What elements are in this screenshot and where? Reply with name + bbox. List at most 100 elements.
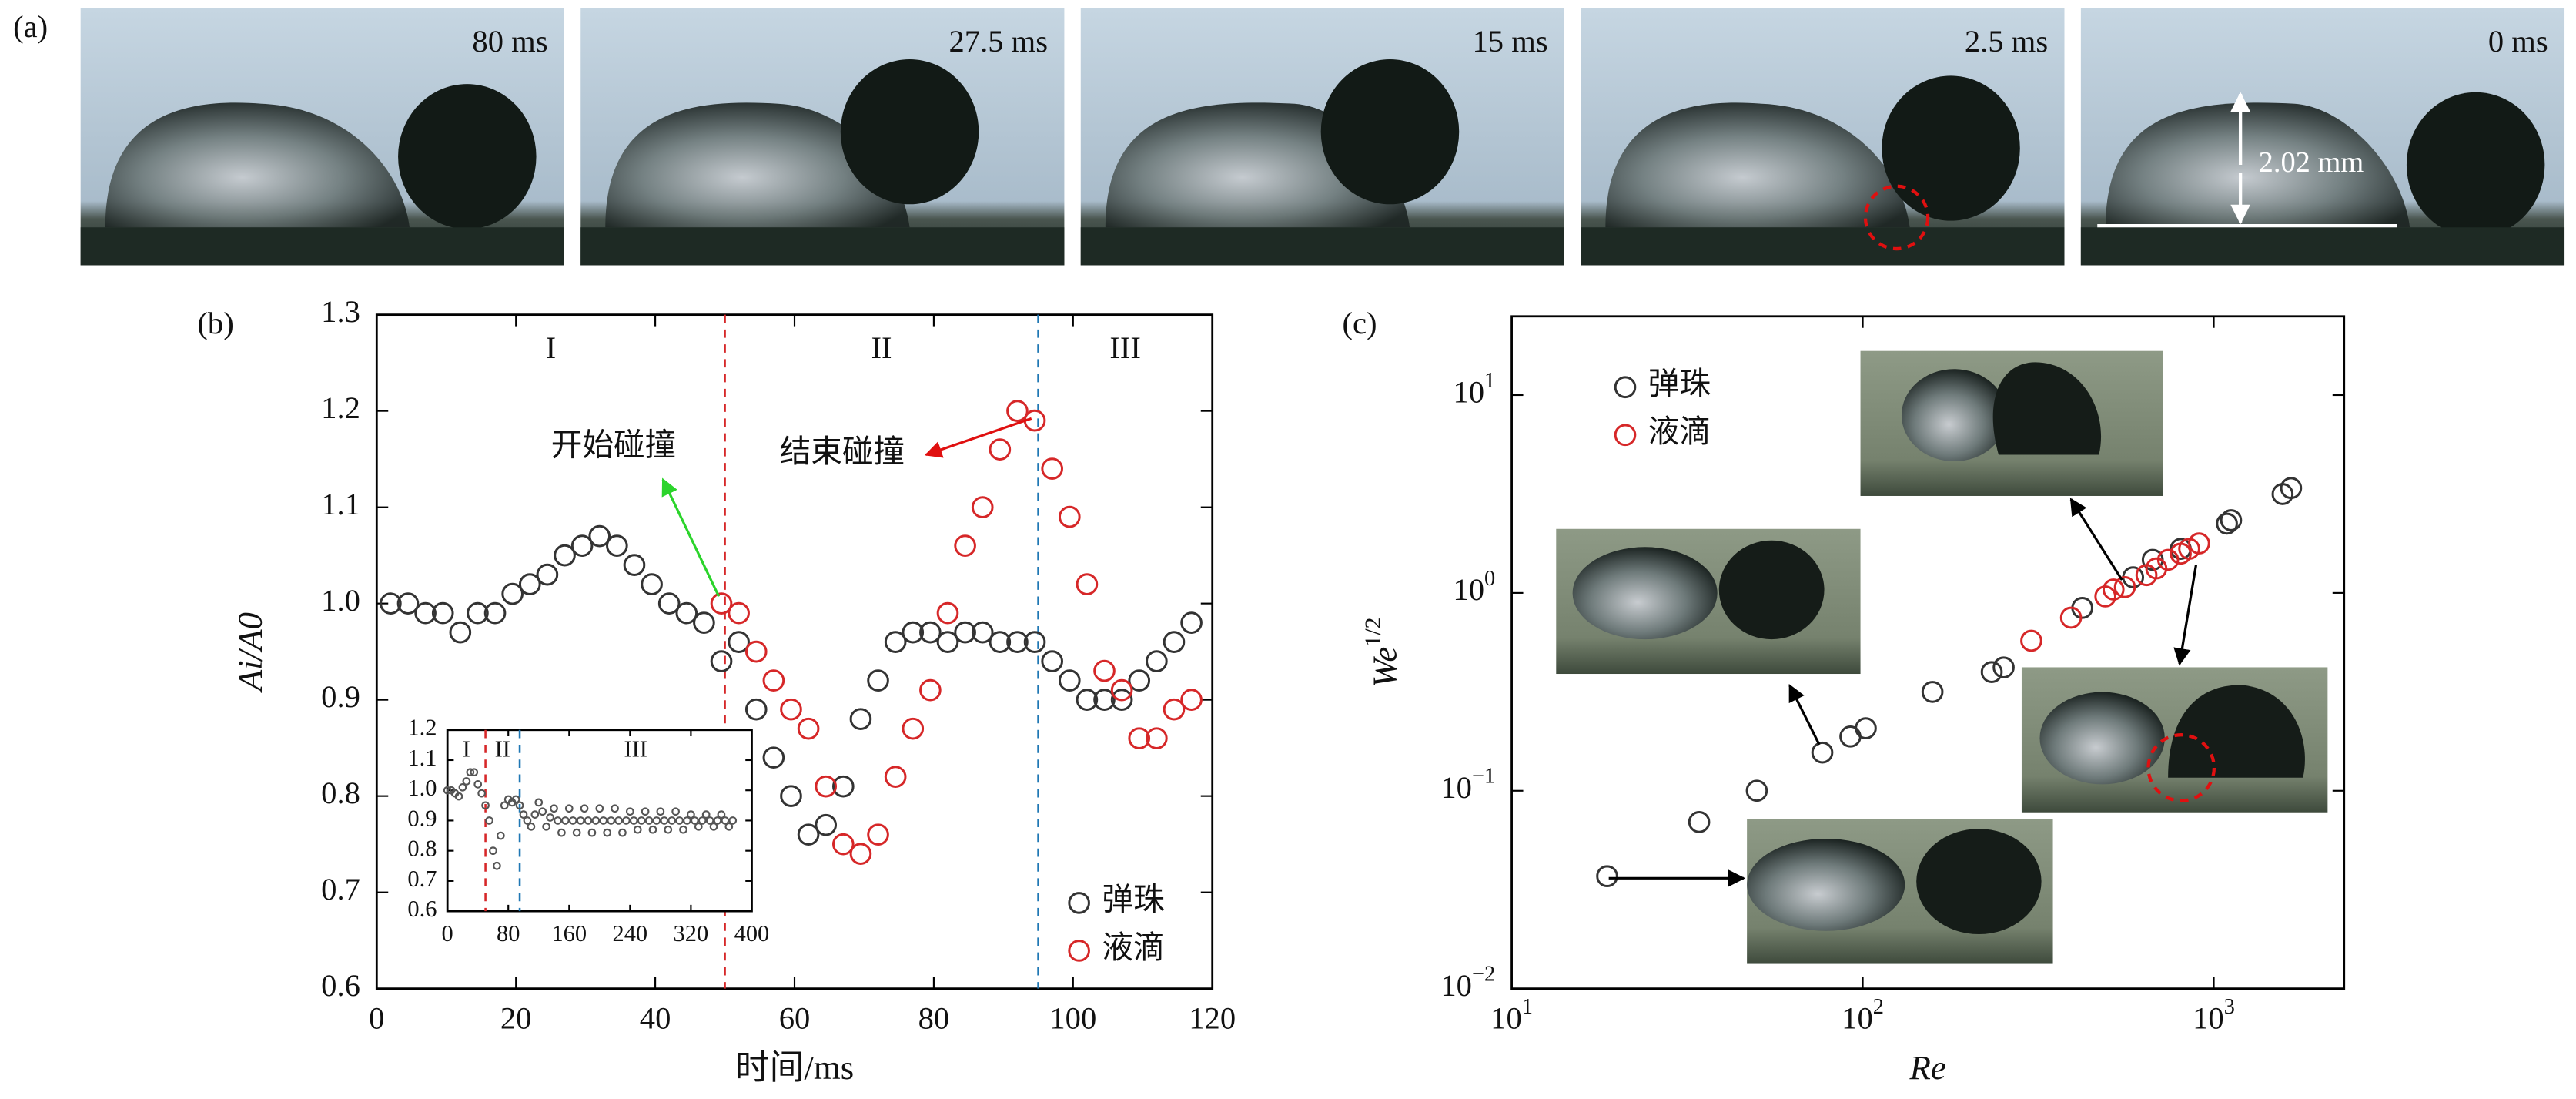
- data-point: [832, 833, 855, 856]
- data-point: [1058, 505, 1081, 528]
- x-tick-label: 160: [551, 920, 587, 947]
- legend-marker: [1614, 376, 1637, 399]
- data-point: [936, 631, 959, 653]
- data-point: [588, 524, 611, 548]
- data-point: [701, 810, 711, 819]
- floor: [1581, 227, 2065, 266]
- data-point: [607, 816, 615, 825]
- data-point: [1023, 631, 1046, 653]
- data-point: [603, 828, 612, 837]
- legend-label: 液滴: [1648, 414, 1711, 449]
- data-point: [693, 611, 715, 634]
- data-point: [1041, 457, 1063, 480]
- legend-marker: [1068, 892, 1090, 914]
- data-point: [724, 822, 734, 831]
- x-tick-label: 102: [1842, 995, 1884, 1036]
- y-tick-label: 1.2: [321, 390, 360, 425]
- data-point: [633, 825, 642, 834]
- data-point: [971, 496, 994, 518]
- data-point: [473, 780, 483, 789]
- data-point: [570, 534, 594, 557]
- panel-label: (c): [1343, 306, 1377, 340]
- x-tick-label: 120: [1189, 1001, 1236, 1036]
- x-tick-label: 400: [734, 920, 770, 947]
- arrow: [1788, 683, 1821, 746]
- y-tick-label: 101: [1453, 368, 1495, 409]
- region-label: II: [871, 330, 892, 365]
- y-tick-label: 1.1: [321, 487, 360, 521]
- data-point: [542, 822, 550, 831]
- droplet: [2105, 102, 2410, 228]
- arrow: [2173, 565, 2198, 666]
- data-point: [443, 786, 452, 795]
- data-point: [515, 801, 524, 810]
- data-point: [832, 775, 855, 798]
- data-point: [1980, 661, 2003, 684]
- droplet: [1605, 102, 1910, 228]
- data-point: [467, 601, 489, 625]
- data-point: [606, 534, 628, 557]
- data-point: [710, 650, 733, 672]
- legend-marker: [1614, 424, 1637, 447]
- data-point: [470, 768, 479, 777]
- data-point: [698, 816, 707, 825]
- data-point: [611, 804, 619, 813]
- data-point: [717, 810, 726, 819]
- data-point: [518, 573, 541, 595]
- data-point: [1992, 656, 2015, 679]
- data-point: [584, 816, 593, 825]
- data-point: [867, 823, 889, 846]
- frame-time: 27.5 ms: [949, 24, 1049, 59]
- panel-label: (b): [197, 306, 233, 340]
- data-point: [694, 822, 703, 831]
- droplet: [1747, 838, 1905, 931]
- floor: [1080, 227, 1564, 266]
- data-point: [414, 601, 437, 625]
- data-point: [797, 717, 820, 740]
- data-point: [1093, 689, 1116, 711]
- y-tick-label: 1.0: [321, 583, 360, 618]
- y-axis-label: We1/2: [1360, 617, 1403, 687]
- data-point: [625, 807, 634, 816]
- x-tick-label: 80: [918, 1001, 950, 1036]
- data-point: [554, 816, 562, 825]
- x-tick-label: 100: [1049, 1001, 1096, 1036]
- data-point: [641, 573, 663, 595]
- y-axis-label-sup: 1/2: [1360, 617, 1386, 646]
- tick-exponent: −2: [1472, 962, 1495, 986]
- marble: [1882, 75, 2020, 221]
- data-point: [431, 601, 454, 625]
- data-point: [1128, 669, 1151, 692]
- data-point: [614, 816, 623, 825]
- data-point: [2156, 548, 2180, 571]
- data-point: [1146, 650, 1168, 672]
- tick-exponent: 0: [1484, 566, 1495, 590]
- data-point: [671, 807, 680, 816]
- y-tick-label: 0.6: [407, 896, 437, 922]
- data-point: [623, 554, 646, 576]
- data-point: [2059, 606, 2083, 629]
- y-tick-label: 0.8: [407, 836, 437, 862]
- data-point: [1006, 400, 1029, 422]
- y-tick-label: 10−1: [1440, 764, 1495, 805]
- data-point: [867, 669, 889, 692]
- data-point: [462, 777, 471, 786]
- droplet: [1901, 369, 2007, 462]
- data-point: [449, 621, 472, 644]
- marble: [1718, 540, 1825, 640]
- droplet: [1572, 547, 1718, 640]
- tick-exponent: −1: [1472, 764, 1495, 788]
- data-point: [762, 669, 785, 692]
- x-tick-label: 0: [442, 920, 453, 947]
- data-point: [576, 816, 585, 825]
- data-point: [511, 795, 520, 804]
- data-point: [458, 782, 467, 792]
- data-point: [656, 807, 665, 816]
- data-point: [534, 798, 544, 807]
- y-tick-label: 0.6: [321, 968, 360, 1003]
- data-point: [530, 810, 540, 819]
- annotation: 结束碰撞: [780, 434, 905, 469]
- data-point: [797, 823, 820, 846]
- panel-label: (a): [13, 9, 48, 44]
